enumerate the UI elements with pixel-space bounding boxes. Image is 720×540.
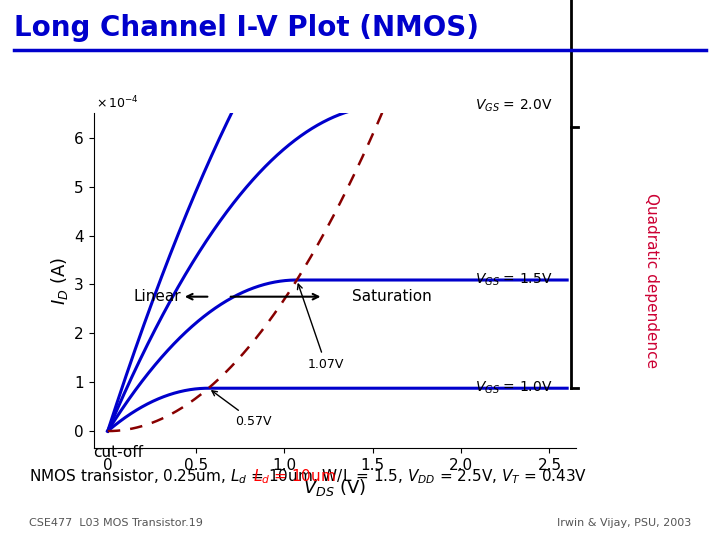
Text: $V_{GS}$ = 1.5V: $V_{GS}$ = 1.5V <box>475 272 553 288</box>
X-axis label: $V_{DS}$ (V): $V_{DS}$ (V) <box>303 477 366 498</box>
Text: $\times\,10^{-4}$: $\times\,10^{-4}$ <box>96 95 139 112</box>
Text: 1.57V: 1.57V <box>0 539 1 540</box>
Text: Saturation: Saturation <box>351 289 431 304</box>
Text: 1.07V: 1.07V <box>297 284 343 370</box>
Y-axis label: $I_D$ (A): $I_D$ (A) <box>49 257 70 305</box>
Text: Irwin & Vijay, PSU, 2003: Irwin & Vijay, PSU, 2003 <box>557 518 691 528</box>
Text: Long Channel I-V Plot (NMOS): Long Channel I-V Plot (NMOS) <box>14 14 480 42</box>
Text: Linear: Linear <box>133 289 181 304</box>
Text: $V_{GS}$ = 2.0V: $V_{GS}$ = 2.0V <box>475 98 553 114</box>
Text: $V_{GS}$ = 1.0V: $V_{GS}$ = 1.0V <box>475 380 553 396</box>
Text: 2.07V: 2.07V <box>0 539 1 540</box>
Text: NMOS transistor, 0.25um, $L_d$ = 10um, W/L = 1.5, $V_{DD}$ = 2.5V, $V_T$ = 0.43V: NMOS transistor, 0.25um, $L_d$ = 10um, W… <box>29 467 587 486</box>
Text: CSE477  L03 MOS Transistor.19: CSE477 L03 MOS Transistor.19 <box>29 518 202 528</box>
Text: Quadratic dependence: Quadratic dependence <box>644 193 659 368</box>
Text: 0.57V: 0.57V <box>212 391 271 428</box>
Text: $L_d$ = 10um: $L_d$ = 10um <box>253 467 336 486</box>
Text: $V_{DS} = V_{GS} - V_T$: $V_{DS} = V_{GS} - V_T$ <box>0 539 1 540</box>
Text: cut-off: cut-off <box>94 445 143 460</box>
